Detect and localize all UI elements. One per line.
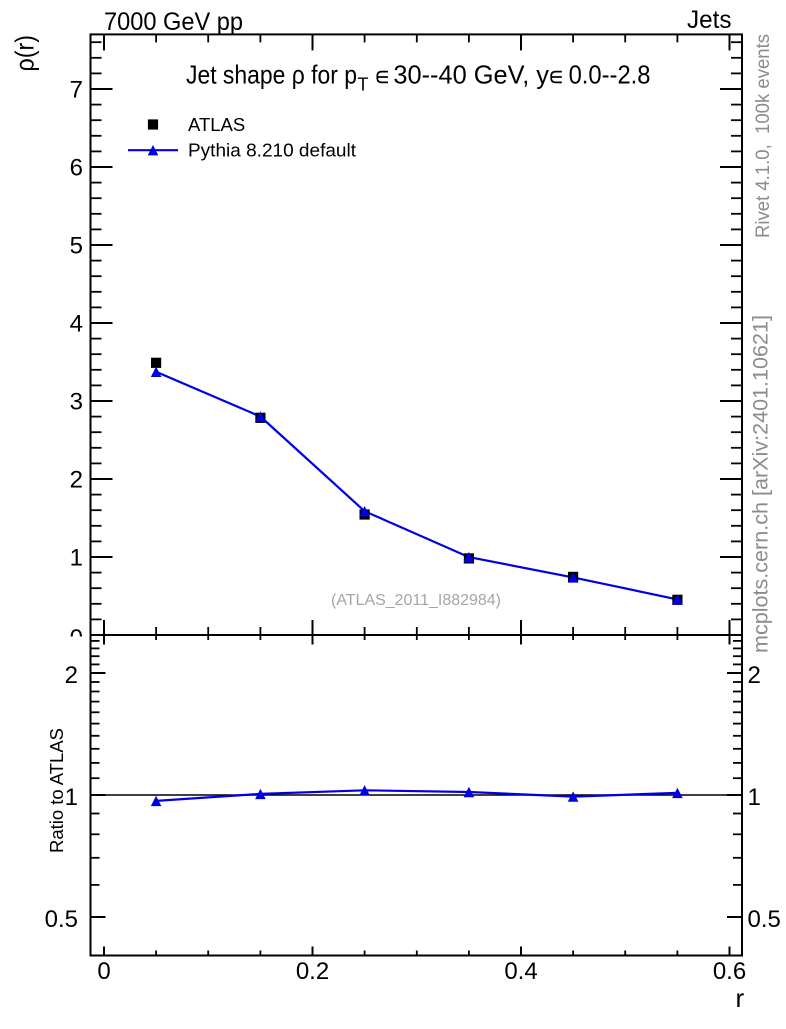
svg-text:30--40 GeV, y: 30--40 GeV, y: [393, 60, 549, 90]
svg-text:0.5: 0.5: [748, 906, 781, 933]
svg-text:Jets: Jets: [687, 6, 732, 34]
svg-text:0.6: 0.6: [713, 958, 746, 985]
svg-text:mcplots.cern.ch [arXiv:2401.10: mcplots.cern.ch [arXiv:2401.10621]: [750, 315, 773, 653]
svg-text:2: 2: [65, 662, 78, 689]
svg-text:0.4: 0.4: [504, 958, 537, 985]
svg-text:(ATLAS_2011_I882984): (ATLAS_2011_I882984): [331, 592, 501, 609]
svg-text:1: 1: [70, 545, 83, 572]
svg-text:Pythia 8.210 default: Pythia 8.210 default: [188, 140, 356, 161]
svg-text:ρ(r): ρ(r): [10, 35, 40, 72]
svg-text:3: 3: [70, 389, 83, 416]
svg-text:4: 4: [70, 311, 83, 338]
svg-text:2: 2: [70, 467, 83, 494]
svg-text:7: 7: [70, 77, 83, 104]
svg-text:6: 6: [70, 155, 83, 182]
svg-text:0.2: 0.2: [296, 958, 329, 985]
svg-text:Rivet 4.1.0, 100k events: Rivet 4.1.0, 100k events: [753, 34, 774, 238]
svg-text:Ratio to ATLAS: Ratio to ATLAS: [46, 728, 67, 853]
svg-text:0: 0: [70, 625, 83, 652]
svg-text:r: r: [736, 983, 745, 1013]
svg-text:7000 GeV pp: 7000 GeV pp: [104, 8, 243, 36]
svg-text:0.0--2.8: 0.0--2.8: [569, 60, 651, 90]
svg-text:Jet shape ρ for p: Jet shape ρ for p: [186, 60, 357, 90]
svg-text:0: 0: [97, 958, 110, 985]
svg-text:1: 1: [748, 784, 761, 811]
svg-text:5: 5: [70, 233, 83, 260]
svg-text:0.5: 0.5: [45, 906, 78, 933]
svg-text:2: 2: [748, 662, 761, 689]
svg-text:T: T: [358, 75, 369, 95]
svg-text:ATLAS: ATLAS: [188, 114, 245, 135]
svg-text:1: 1: [65, 784, 78, 811]
